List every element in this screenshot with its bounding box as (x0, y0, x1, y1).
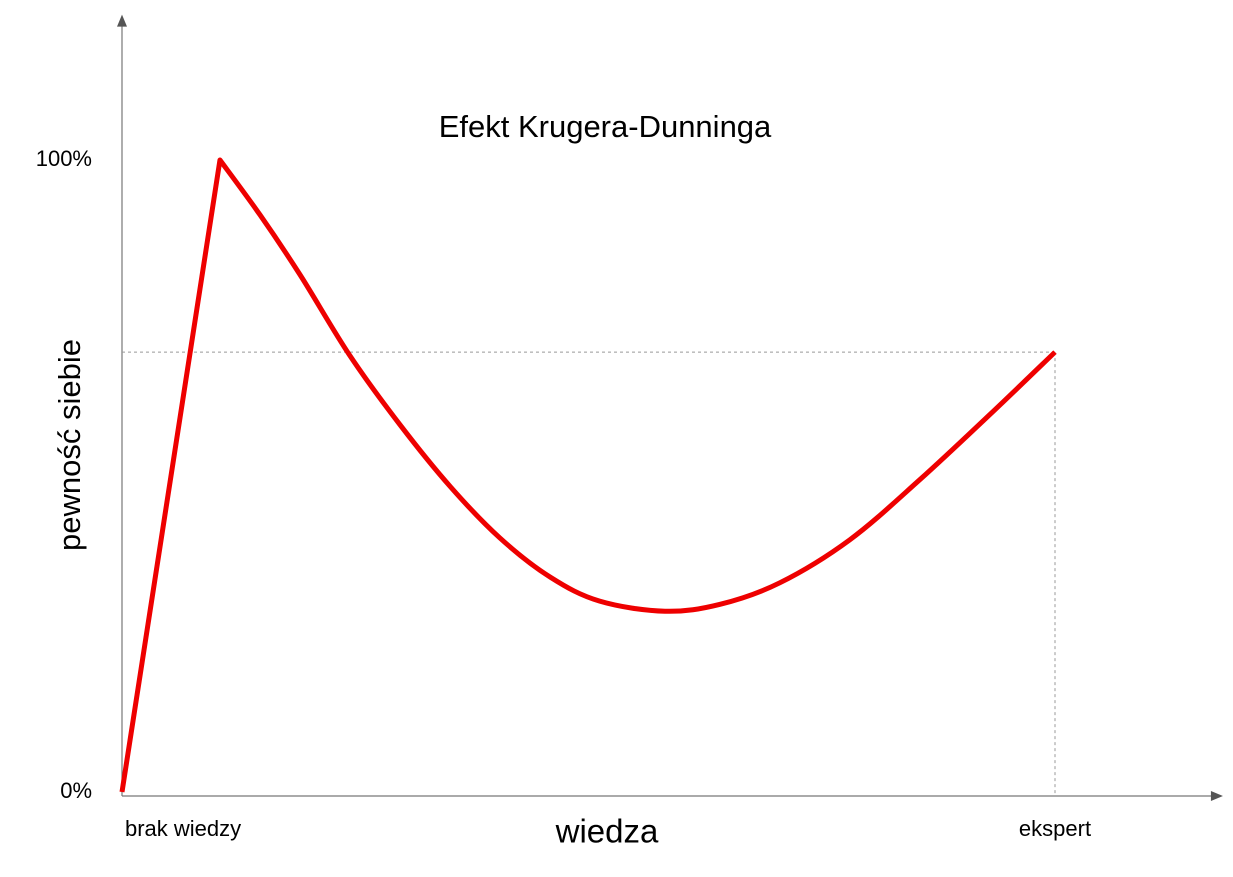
x-axis-label: wiedza (555, 813, 659, 850)
x-axis-arrow (1210, 791, 1223, 801)
chart-title: Efekt Krugera-Dunninga (439, 109, 772, 144)
line (119, 157, 1057, 793)
y-tick-label: 100% (36, 146, 92, 171)
x-tick-label: ekspert (1019, 816, 1091, 841)
x-tick-label: brak wiedzy (125, 816, 241, 841)
y-axis-arrow (117, 14, 127, 27)
y-axis-label: pewność siebie (52, 339, 87, 551)
y-tick-label: 0% (60, 778, 92, 803)
